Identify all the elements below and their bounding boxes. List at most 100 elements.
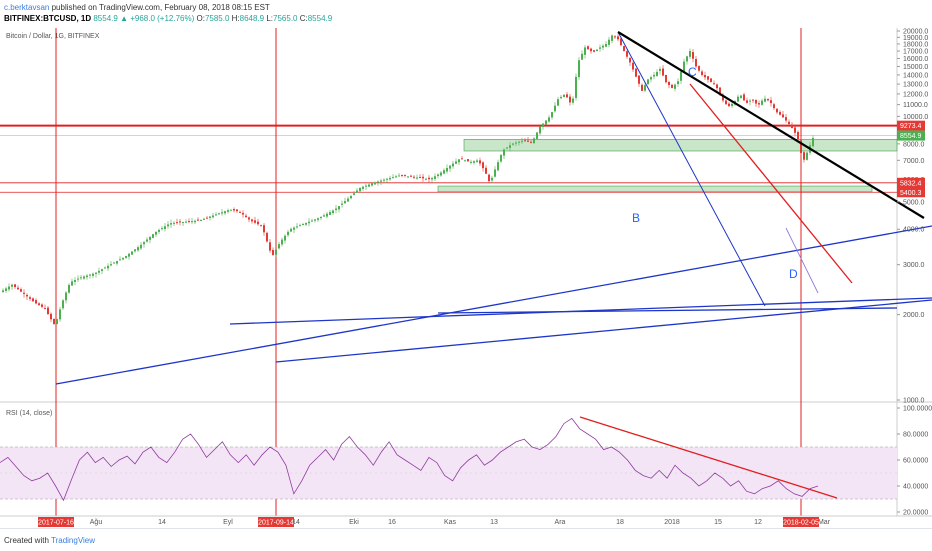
price-tag <box>897 120 925 131</box>
candle-body <box>20 289 22 292</box>
time-tick-label: Ara <box>555 519 566 526</box>
candle-body <box>473 161 475 163</box>
candle-body <box>212 215 214 218</box>
candle-body <box>326 213 328 217</box>
horizontal-trendline <box>437 307 898 314</box>
price-tick-label: 11000.0 <box>903 102 928 109</box>
candle-body <box>581 53 583 60</box>
candle-body <box>92 273 94 276</box>
candle-body <box>53 318 55 324</box>
candle-body <box>245 215 247 218</box>
ohlc-open-label: O: <box>196 14 205 23</box>
tradingview-logo-link[interactable]: TradingView <box>51 536 96 545</box>
candle-body <box>257 221 259 225</box>
candle-body <box>452 163 454 167</box>
candle-body <box>155 231 157 235</box>
candle-body <box>704 75 706 78</box>
candle-body <box>758 103 760 105</box>
author-link[interactable]: c.berktavsan <box>4 3 50 12</box>
candle-body <box>614 36 616 38</box>
price-tag-label: 5400.3 <box>900 190 922 197</box>
candle-body <box>617 36 619 40</box>
candle-body <box>713 83 715 85</box>
candle-body <box>692 52 694 59</box>
candle-body <box>593 50 595 52</box>
candle-body <box>554 105 556 112</box>
candle-body <box>545 120 547 125</box>
candle-body <box>122 257 124 260</box>
candle-body <box>266 232 268 242</box>
candle-body <box>428 177 430 180</box>
candle-body <box>248 217 250 220</box>
ohlc-open: 7585.0 <box>204 14 230 23</box>
price-tick-label: 18000.0 <box>903 41 928 48</box>
candle-body <box>677 81 679 85</box>
candle-body <box>458 159 460 163</box>
annotation-d: D <box>789 267 798 281</box>
short-purple-line <box>785 227 819 294</box>
candle-body <box>422 176 424 179</box>
time-tick-label: Eki <box>349 519 359 526</box>
candle-body <box>791 124 793 129</box>
chart-canvas[interactable]: Bitcoin / Dollar, 1G, BITFINEX 20000.019… <box>0 24 932 528</box>
candle-body <box>125 255 127 258</box>
candle-body <box>731 103 733 107</box>
candle-body <box>137 247 139 251</box>
candle-body <box>38 303 40 306</box>
candle-body <box>176 222 178 224</box>
candle-body <box>668 81 670 86</box>
ohlc-high-label: H: <box>231 14 240 23</box>
ohlc-close: 8554.9 <box>307 14 333 23</box>
candle-body <box>239 211 241 213</box>
candle-body <box>443 170 445 174</box>
rsi-trendline <box>579 416 838 499</box>
candle-body <box>497 162 499 171</box>
candle-body <box>335 208 337 211</box>
price-tick-label: 3000.0 <box>903 262 925 269</box>
candle-body <box>170 223 172 225</box>
candle-body <box>332 210 334 214</box>
candle-body <box>107 265 109 269</box>
candle-body <box>113 262 115 264</box>
support-zone <box>463 139 898 152</box>
candle-body <box>653 74 655 77</box>
price-tick-label: 4000.0 <box>903 227 925 234</box>
rsi-pane-title: RSI (14, close) <box>6 410 52 417</box>
candle-body <box>23 292 25 294</box>
candle-body <box>5 288 7 291</box>
candle-body <box>164 226 166 230</box>
descending-blue-line <box>617 31 766 307</box>
candle-body <box>737 96 739 102</box>
time-tick-label: 18 <box>616 519 624 526</box>
candle-body <box>86 275 88 278</box>
candle-body <box>74 279 76 282</box>
price-tick-label: 7000.0 <box>903 158 925 165</box>
candle-body <box>323 215 325 217</box>
candle-body <box>173 222 175 224</box>
candle-body <box>194 220 196 223</box>
candle-body <box>728 103 730 107</box>
candle-body <box>80 277 82 279</box>
candle-body <box>710 78 712 83</box>
rsi-pane[interactable]: RSI (14, close) 100.0000 80.0000 60.0000 40… <box>0 406 932 517</box>
candle-body <box>605 43 607 47</box>
candle-body <box>698 66 700 71</box>
candle-body <box>347 198 349 202</box>
candle-body <box>755 99 757 104</box>
candle-body <box>362 186 364 189</box>
date-marker-label: 2017-07-16 <box>38 520 74 527</box>
candle-body <box>50 313 52 320</box>
candle-body <box>263 225 265 233</box>
rsi-tick-label: 40.0000 <box>903 484 928 491</box>
candle-body <box>590 48 592 52</box>
candle-body <box>683 61 685 72</box>
rsi-tick-label: 100.0000 <box>903 406 932 413</box>
candle-body <box>344 201 346 204</box>
candle-body <box>32 298 34 302</box>
price-pane[interactable]: Bitcoin / Dollar, 1G, BITFINEX 20000.019… <box>0 28 932 516</box>
candle-body <box>236 209 238 212</box>
candle-body <box>353 193 355 195</box>
candle-body <box>305 222 307 225</box>
candle-body <box>254 220 256 223</box>
candle-body <box>131 251 133 255</box>
